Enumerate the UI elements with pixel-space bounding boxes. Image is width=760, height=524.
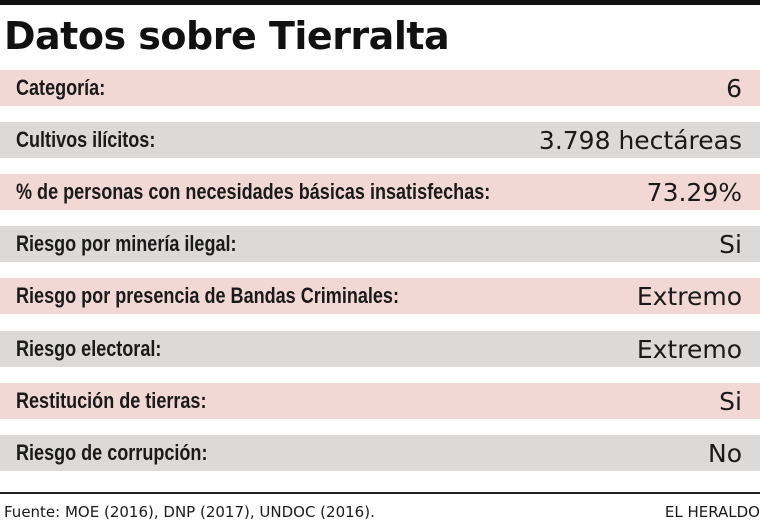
table-row-necesidades-basicas: % de personas con necesidades básicas in… <box>0 174 760 210</box>
row-label: Cultivos ilícitos: <box>16 127 156 152</box>
row-value: No <box>708 438 742 468</box>
row-label: Riesgo por minería ilegal: <box>16 231 237 256</box>
source-credit: Fuente: MOE (2016), DNP (2017), UNDOC (2… <box>4 503 375 521</box>
row-value: Extremo <box>636 334 742 364</box>
row-label: Riesgo de corrupción: <box>16 440 208 465</box>
row-value: Si <box>719 386 742 416</box>
row-label: Restitución de tierras: <box>16 388 207 413</box>
row-label: Riesgo electoral: <box>16 336 162 361</box>
publisher-brand: EL HERALDO <box>664 503 760 521</box>
row-value: 3.798 hectáreas <box>538 125 742 155</box>
table-row-bandas-criminales: Riesgo por presencia de Bandas Criminale… <box>0 278 760 314</box>
table-row-riesgo-electoral: Riesgo electoral: Extremo <box>0 331 760 367</box>
table-row-categoria: Categoría: 6 <box>0 70 760 106</box>
bottom-rule <box>0 492 760 494</box>
table-row-mineria-ilegal: Riesgo por minería ilegal: Si <box>0 226 760 262</box>
table-row-corrupcion: Riesgo de corrupción: No <box>0 435 760 471</box>
row-label: Categoría: <box>16 75 106 100</box>
row-label: % de personas con necesidades básicas in… <box>16 179 491 204</box>
infographic-title: Datos sobre Tierralta <box>4 14 450 58</box>
row-value: 6 <box>726 73 742 103</box>
row-value: Si <box>719 229 742 259</box>
row-value: 73.29% <box>646 177 742 207</box>
row-label: Riesgo por presencia de Bandas Criminale… <box>16 283 399 308</box>
table-row-restitucion-tierras: Restitución de tierras: Si <box>0 383 760 419</box>
top-rule <box>0 0 760 5</box>
row-value: Extremo <box>636 281 742 311</box>
table-row-cultivos-ilicitos: Cultivos ilícitos: 3.798 hectáreas <box>0 122 760 158</box>
